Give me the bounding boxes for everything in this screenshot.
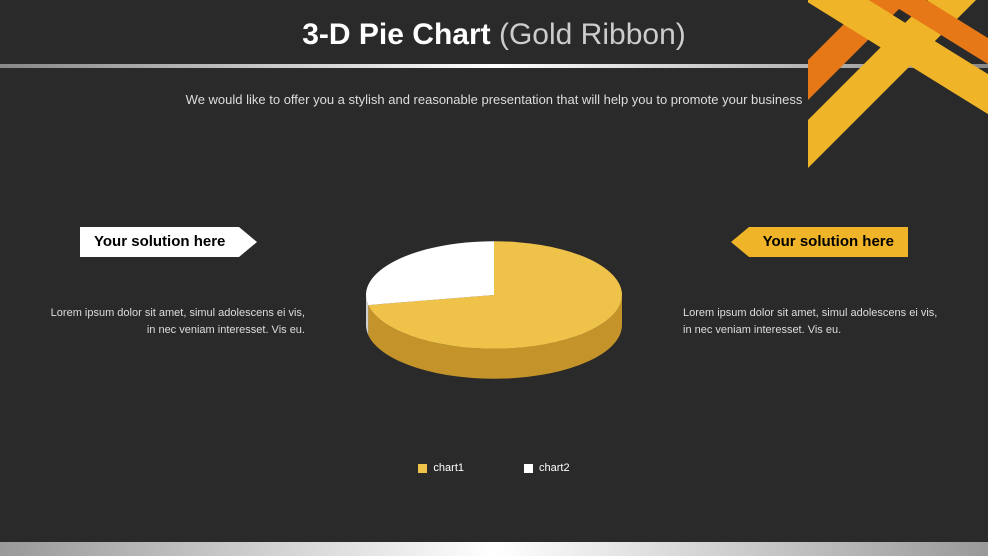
legend-item: chart2 [524,462,570,474]
top-divider [0,64,988,68]
page-subtitle: We would like to offer you a stylish and… [0,92,988,107]
left-tag-arrow [239,227,257,257]
left-description: Lorem ipsum dolor sit amet, simul adoles… [40,305,305,338]
right-tag: Your solution here [731,227,908,257]
bottom-divider [0,542,988,556]
legend-label: chart1 [433,462,464,474]
legend-label: chart2 [539,462,570,474]
title-sub: (Gold Ribbon) [499,18,686,51]
legend-item: chart1 [418,462,464,474]
pie-chart [344,205,644,405]
left-tag: Your solution here [80,227,257,257]
right-tag-arrow [731,227,749,257]
left-tag-label: Your solution here [80,227,239,257]
right-tag-label: Your solution here [749,227,908,257]
right-description: Lorem ipsum dolor sit amet, simul adoles… [683,305,948,338]
legend-swatch [418,464,427,473]
page-title: 3-D Pie Chart (Gold Ribbon) [0,18,988,52]
title-main: 3-D Pie Chart [302,18,490,51]
chart-legend: chart1 chart2 [0,462,988,474]
legend-swatch [524,464,533,473]
